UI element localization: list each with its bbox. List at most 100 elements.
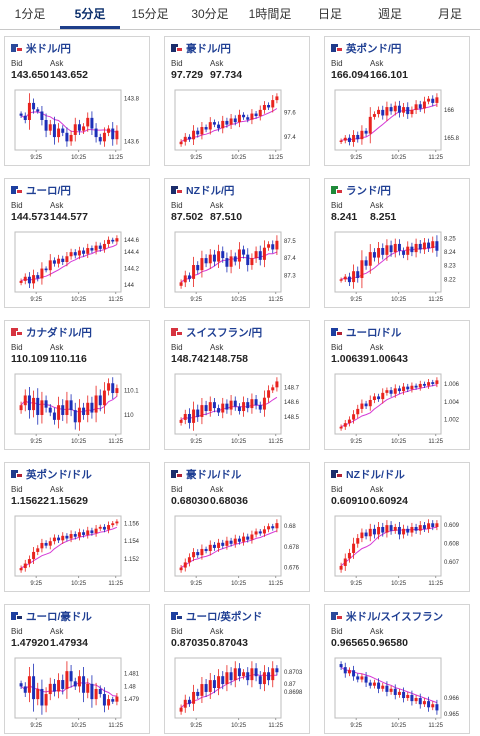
- candle-body: [418, 525, 422, 531]
- currency-card[interactable]: ユーロ/ドル Bid Ask 1.00639 1.00643 1.006 1.004 1.00…: [324, 320, 470, 450]
- tab-1[interactable]: 5分足: [60, 0, 120, 29]
- pair-name[interactable]: カナダドル/円: [26, 326, 92, 339]
- candle-body: [275, 96, 279, 101]
- tab-5[interactable]: 日足: [317, 7, 342, 21]
- candle-body: [204, 258, 208, 264]
- bid-value: 97.729: [171, 69, 204, 81]
- moving-average-line: [180, 108, 278, 143]
- price-chart: 144.6 144.4 144.2 144 9:25 10:25 11:25: [11, 228, 147, 304]
- candle-body: [192, 130, 196, 140]
- candle-body: [208, 254, 212, 264]
- card-title: ランド/円: [331, 184, 391, 197]
- candle-body: [52, 412, 56, 420]
- candle-body: [61, 258, 65, 262]
- currency-card[interactable]: 米ドル/円 Bid Ask 143.650 143.652 143.8 143.6 9:25 1…: [4, 36, 150, 166]
- candle-body: [246, 254, 250, 266]
- tab-7[interactable]: 月足: [437, 7, 462, 21]
- candle-body: [48, 407, 52, 413]
- pair-name[interactable]: 英ポンド/ドル: [26, 468, 92, 481]
- price-chart: 143.8 143.6 9:25 10:25 11:25: [11, 86, 147, 162]
- tab-4[interactable]: 1時間足: [248, 7, 292, 21]
- candle-body: [385, 390, 389, 393]
- currency-card[interactable]: ランド/円 Bid Ask 8.241 8.251 8.25 8.24 8.23 8.22 9:2…: [324, 178, 470, 308]
- tab-2[interactable]: 15分足: [131, 7, 169, 21]
- candle-body: [200, 127, 204, 135]
- pair-name[interactable]: ランド/円: [346, 184, 391, 197]
- y-tick-label: 0.608: [444, 542, 460, 548]
- pair-name[interactable]: スイスフラン/円: [186, 326, 263, 339]
- candle-body: [229, 672, 233, 681]
- currency-card[interactable]: 英ポンド/円 Bid Ask 166.094 166.101 166 165.8 9:25 10…: [324, 36, 470, 166]
- candle-body: [23, 115, 27, 120]
- x-tick-label: 11:25: [428, 439, 443, 445]
- pair-name[interactable]: ユーロ/英ポンド: [186, 610, 263, 623]
- candlestick-chart: 1.006 1.004 1.002 9:25 10:25 11:25: [334, 373, 460, 445]
- currency-card[interactable]: ユーロ/豪ドル Bid Ask 1.47920 1.47934 1.481 1.48 1.47…: [4, 604, 150, 734]
- candle-body: [242, 402, 246, 412]
- tab-0[interactable]: 1分足: [14, 7, 46, 21]
- candle-body: [65, 400, 69, 415]
- candle-body: [258, 405, 262, 410]
- pair-name[interactable]: ユーロ/円: [26, 184, 71, 197]
- card-title: 英ポンド/円: [331, 42, 402, 55]
- candle-body: [196, 409, 200, 417]
- bid-label: Bid: [11, 59, 23, 68]
- candle-body: [208, 122, 212, 130]
- x-tick-label: 10:25: [391, 439, 407, 445]
- candle-body: [94, 395, 98, 413]
- currency-card[interactable]: 豪ドル/円 Bid Ask 97.729 97.734 97.6 97.4 9:25 10:25…: [164, 36, 310, 166]
- x-tick-label: 10:25: [71, 155, 87, 161]
- candle-body: [393, 243, 397, 253]
- pair-name[interactable]: 米ドル/円: [26, 42, 71, 55]
- x-tick-label: 11:25: [108, 297, 123, 303]
- currency-card[interactable]: NZドル/円 Bid Ask 87.502 87.510 87.5 87.4 87.3 9:25…: [164, 178, 310, 308]
- pair-name[interactable]: ユーロ/ドル: [346, 326, 402, 339]
- candle-body: [208, 680, 212, 692]
- candle-body: [65, 132, 69, 142]
- currency-card[interactable]: NZドル/ドル Bid Ask 0.60910 0.60924 0.609 0.608 0.6…: [324, 462, 470, 592]
- candle-body: [377, 396, 381, 400]
- candle-body: [229, 118, 233, 125]
- y-tick-label: 166: [444, 108, 455, 114]
- currency-card[interactable]: 米ドル/スイスフラン Bid Ask 0.96565 0.96580 0.966 0.965…: [324, 604, 470, 734]
- price-chart: 110.1 110 9:25 10:25 11:25: [11, 370, 147, 446]
- candle-body: [360, 260, 364, 279]
- flag-icon: [11, 44, 23, 52]
- candle-body: [393, 388, 397, 394]
- pair-name[interactable]: 豪ドル/円: [186, 42, 231, 55]
- ask-value: 144.577: [50, 211, 88, 223]
- candle-body: [27, 395, 31, 411]
- x-tick-label: 9:25: [190, 297, 202, 303]
- candle-body: [57, 405, 61, 420]
- candle-body: [397, 388, 401, 392]
- currency-card[interactable]: ユーロ/英ポンド Bid Ask 0.87035 0.87043 0.8703 0.87 0.…: [164, 604, 310, 734]
- timeframe-tabs: 1分足 5分足 15分足 30分足 1時間足 日足 週足 月足: [0, 0, 480, 30]
- tab-6[interactable]: 週足: [377, 7, 402, 21]
- currency-card[interactable]: スイスフラン/円 Bid Ask 148.742 148.758 148.7 148.6 14…: [164, 320, 310, 450]
- bid-label: Bid: [171, 485, 183, 494]
- candle-body: [52, 124, 56, 138]
- candle-body: [200, 405, 204, 417]
- flag-icon: [171, 186, 183, 194]
- bid-label: Bid: [171, 201, 183, 210]
- candle-body: [372, 396, 376, 400]
- currency-card[interactable]: カナダドル/円 Bid Ask 110.109 110.116 110.1 110 9:25 1…: [4, 320, 150, 450]
- candle-body: [242, 114, 246, 118]
- pair-name[interactable]: 米ドル/スイスフラン: [346, 610, 444, 623]
- pair-name[interactable]: 英ポンド/円: [346, 42, 402, 55]
- currency-card[interactable]: 豪ドル/ドル Bid Ask 0.68030 0.68036 0.68 0.678 0.676…: [164, 462, 310, 592]
- candle-body: [225, 403, 229, 410]
- card-title: ユーロ/英ポンド: [171, 610, 263, 623]
- pair-name[interactable]: NZドル/円: [186, 184, 235, 197]
- candle-body: [115, 238, 119, 242]
- candle-body: [225, 258, 229, 267]
- currency-card[interactable]: ユーロ/円 Bid Ask 144.573 144.577 144.6 144.4 144.2…: [4, 178, 150, 308]
- pair-name[interactable]: NZドル/ドル: [346, 468, 405, 481]
- pair-name[interactable]: ユーロ/豪ドル: [26, 610, 92, 623]
- tab-3[interactable]: 30分足: [191, 7, 229, 21]
- ask-value: 0.68036: [210, 495, 248, 507]
- pair-name[interactable]: 豪ドル/ドル: [186, 468, 242, 481]
- currency-card[interactable]: 英ポンド/ドル Bid Ask 1.15622 1.15629 1.156 1.154 1.1…: [4, 462, 150, 592]
- candle-body: [200, 548, 204, 556]
- candle-body: [271, 100, 275, 108]
